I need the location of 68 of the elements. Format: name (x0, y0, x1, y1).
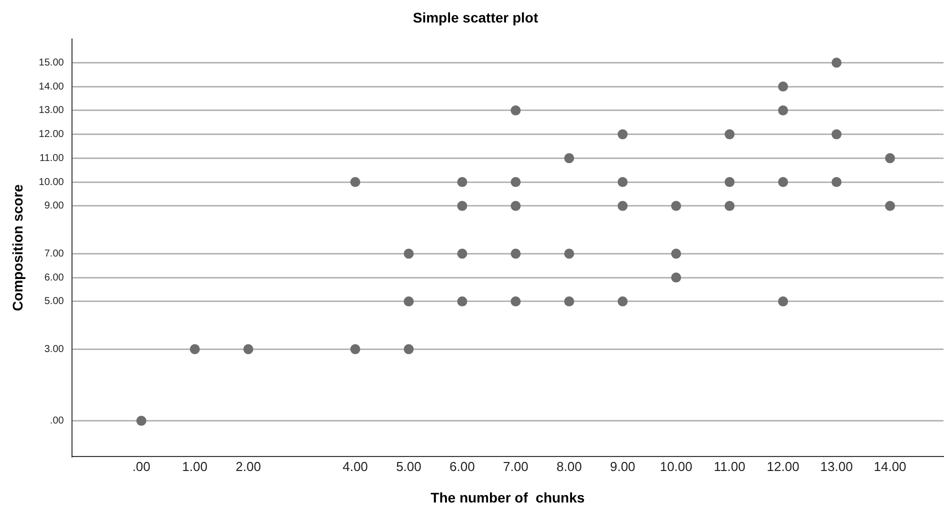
y-tick-label: 13.00 (38, 105, 64, 116)
point (671, 248, 682, 259)
y-tick-label: 7.00 (44, 248, 64, 260)
y-tick-label: 10.00 (38, 176, 64, 188)
point (618, 129, 628, 140)
point (618, 177, 628, 188)
point (243, 344, 254, 354)
x-tick-label: .00 (132, 458, 150, 474)
point (724, 129, 735, 140)
point (350, 177, 360, 188)
point (510, 248, 521, 259)
point (404, 344, 414, 354)
point (618, 200, 628, 211)
point (618, 296, 628, 306)
y-tick-label: 14.00 (38, 81, 64, 92)
point (778, 296, 788, 306)
point (510, 296, 521, 306)
point (724, 177, 735, 188)
x-tick-label: 8.00 (556, 458, 582, 474)
point (832, 58, 842, 68)
point (510, 177, 521, 188)
point (564, 248, 574, 259)
point (671, 200, 682, 211)
y-tick-label: 11.00 (40, 152, 64, 164)
point (190, 344, 200, 354)
y-tick-label: 3.00 (44, 344, 64, 355)
point (832, 177, 842, 188)
x-tick-label: 11.00 (714, 458, 746, 474)
point (457, 200, 468, 211)
y-tick-label: 12.00 (38, 129, 64, 140)
y-tick-label: 9.00 (44, 200, 64, 212)
point (404, 296, 414, 306)
x-tick-label: 14.00 (874, 458, 906, 474)
point (457, 248, 468, 259)
chart-title: Simple scatter plot (412, 9, 538, 26)
y-tick-label: 5.00 (44, 296, 64, 308)
x-tick-label: 4.00 (342, 458, 368, 474)
point (350, 344, 360, 354)
x-tick-label: 5.00 (396, 458, 422, 474)
point (778, 177, 788, 188)
point (724, 200, 735, 211)
point (778, 105, 788, 116)
x-tick-label: 12.00 (766, 458, 800, 474)
point (404, 248, 414, 259)
y-axis-title: Composition score (9, 184, 26, 312)
point (832, 129, 842, 140)
point (457, 177, 468, 188)
x-tick-label: 7.00 (503, 458, 528, 474)
point (885, 200, 896, 211)
point (564, 296, 574, 306)
x-tick-label: 1.00 (182, 458, 208, 474)
x-tick-label: 2.00 (236, 458, 261, 474)
point (136, 416, 146, 426)
x-tick-label: 13.00 (820, 458, 853, 474)
x-axis-title: The number of chunks (430, 489, 585, 506)
x-tick-label: 9.00 (610, 458, 636, 474)
y-tick-label: .00 (50, 416, 64, 427)
x-tick-label: 10.00 (660, 458, 692, 474)
point (510, 200, 521, 211)
point (885, 153, 896, 164)
point (564, 153, 574, 164)
x-tick-label: 6.00 (450, 458, 475, 474)
point (457, 296, 468, 306)
point (778, 82, 788, 92)
point (671, 272, 682, 283)
point (510, 105, 521, 116)
y-tick-label: 15.00 (38, 57, 64, 68)
y-tick-label: 6.00 (44, 272, 64, 284)
